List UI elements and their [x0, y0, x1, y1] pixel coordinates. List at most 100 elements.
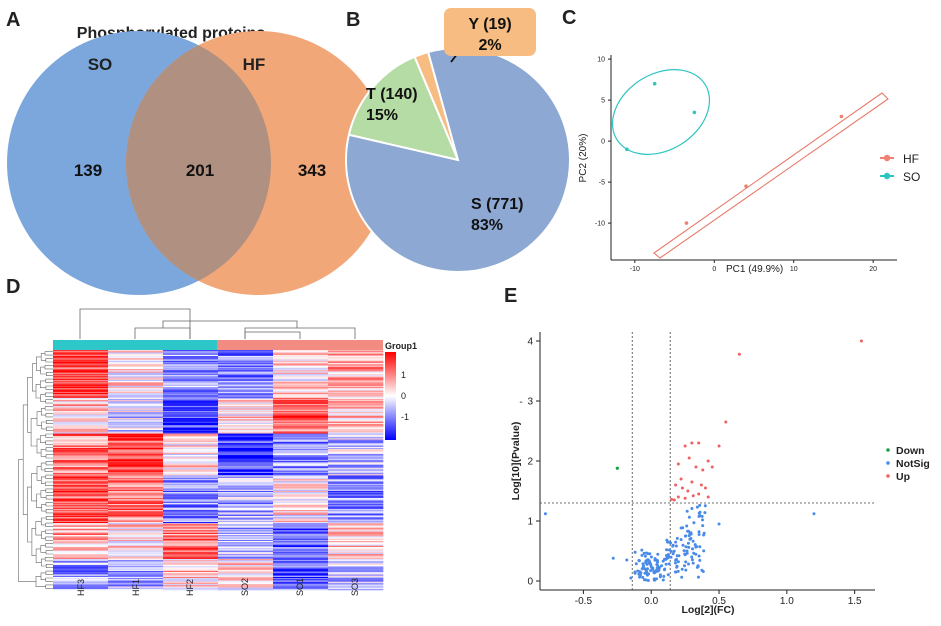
- heatmap-cell: [108, 376, 164, 378]
- heatmap-cell: [218, 354, 274, 357]
- volcano-point-notsig: [665, 538, 669, 542]
- row-dendro-branch: [44, 365, 53, 370]
- heatmap-cell: [328, 474, 384, 476]
- heatmap-cell: [273, 513, 329, 516]
- heatmap-cell: [108, 382, 164, 384]
- heatmap-cell: [218, 545, 274, 548]
- heatmap-cell: [273, 437, 329, 439]
- heatmap-cell: [328, 420, 384, 422]
- heatmap-cell: [218, 575, 274, 578]
- heatmap-cell: [163, 414, 219, 416]
- heatmap-cell: [328, 561, 384, 563]
- heatmap-cell: [273, 435, 329, 438]
- heatmap-cell: [108, 358, 164, 360]
- volcano-point-notsig: [812, 512, 816, 516]
- heatmap-cell: [218, 468, 274, 470]
- heatmap-cell: [163, 446, 219, 449]
- heatmap-cell: [328, 526, 384, 529]
- heatmap-cell: [273, 382, 329, 384]
- volcano-point-up: [683, 444, 687, 448]
- heatmap-cell: [163, 568, 219, 570]
- heatmap-cell: [328, 396, 384, 399]
- heatmap-col-label-so2: SO2: [240, 578, 250, 596]
- volcano-point-up: [703, 486, 707, 490]
- heatmap-cell: [108, 507, 164, 510]
- heatmap-cell: [328, 422, 384, 425]
- heatmap-col-label-so3: SO3: [350, 578, 360, 596]
- heatmap-cell: [108, 443, 164, 445]
- heatmap-cell: [108, 490, 164, 493]
- heatmap-cell: [218, 552, 274, 555]
- row-dendro-branch: [45, 378, 53, 383]
- heatmap-cell: [328, 445, 384, 448]
- volcano-point-notsig: [637, 559, 641, 562]
- heatmap-cell: [273, 519, 329, 522]
- heatmap-cell: [273, 550, 329, 553]
- heatmap-cell: [53, 580, 109, 582]
- volcano-point-up: [683, 496, 687, 500]
- heatmap-cell: [218, 358, 274, 360]
- heatmap-cell: [108, 430, 164, 432]
- row-dendro-branch: [41, 531, 46, 539]
- heatmap-cell: [163, 365, 219, 368]
- volcano-point-notsig: [717, 522, 721, 526]
- heatmap-cell: [108, 464, 164, 467]
- row-dendro-branch: [22, 404, 28, 515]
- heatmap-cell: [273, 541, 329, 543]
- heatmap-cell: [163, 379, 219, 382]
- heatmap-cell: [273, 529, 329, 531]
- heatmap-cell: [108, 541, 164, 543]
- heatmap-cell: [328, 486, 384, 488]
- volcano-point-notsig: [700, 514, 704, 518]
- heatmap-cell: [273, 517, 329, 519]
- heatmap-cell: [53, 404, 109, 407]
- heatmap-cell: [273, 419, 329, 421]
- heatmap-cell: [108, 480, 164, 482]
- heatmap-cell: [108, 538, 164, 541]
- heatmap-cell: [108, 403, 164, 406]
- heatmap-cell: [108, 562, 164, 565]
- heatmap-cell: [108, 529, 164, 531]
- heatmap-cell: [218, 455, 274, 457]
- heatmap-cell: [108, 496, 164, 499]
- heatmap-cell: [163, 437, 219, 439]
- heatmap-cell: [53, 407, 109, 409]
- heatmap-cell: [53, 357, 109, 359]
- heatmap-cell: [108, 483, 164, 486]
- heatmap-cell: [108, 482, 164, 485]
- heatmap-cell: [53, 557, 109, 560]
- heatmap-cell: [328, 488, 384, 490]
- heatmap-cell: [273, 558, 329, 561]
- heatmap-cell: [53, 424, 109, 426]
- heatmap-cell: [53, 504, 109, 506]
- heatmap-cell: [273, 366, 329, 369]
- heatmap-cell: [163, 555, 219, 557]
- heatmap-cell: [328, 524, 384, 526]
- volcano-point-notsig: [666, 573, 670, 577]
- heatmap-cell: [273, 578, 329, 580]
- heatmap-cell: [163, 375, 219, 377]
- heatmap-cell: [273, 370, 329, 372]
- heatmap-cell: [273, 501, 329, 504]
- volcano-point-notsig: [680, 575, 684, 579]
- heatmap-cell: [108, 502, 164, 505]
- heatmap-cell: [53, 507, 109, 510]
- heatmap-cell: [53, 453, 109, 456]
- volcano-point-notsig: [690, 507, 694, 510]
- volcano-point-up: [694, 465, 698, 469]
- row-dendro-branch: [44, 351, 53, 356]
- heatmap-cell: [218, 515, 274, 518]
- volcano-point-notsig: [677, 554, 681, 558]
- heatmap-cell: [163, 453, 219, 456]
- heatmap-cell: [218, 500, 274, 502]
- dendro-mid-join: [162, 320, 298, 328]
- heatmap-cell: [108, 437, 164, 439]
- pca-point-so: [652, 81, 657, 86]
- heatmap-cell: [273, 530, 329, 532]
- heatmap-cell: [53, 469, 109, 471]
- heatmap-cell: [163, 483, 219, 486]
- heatmap-cell: [328, 558, 384, 561]
- heatmap-cell: [328, 381, 384, 383]
